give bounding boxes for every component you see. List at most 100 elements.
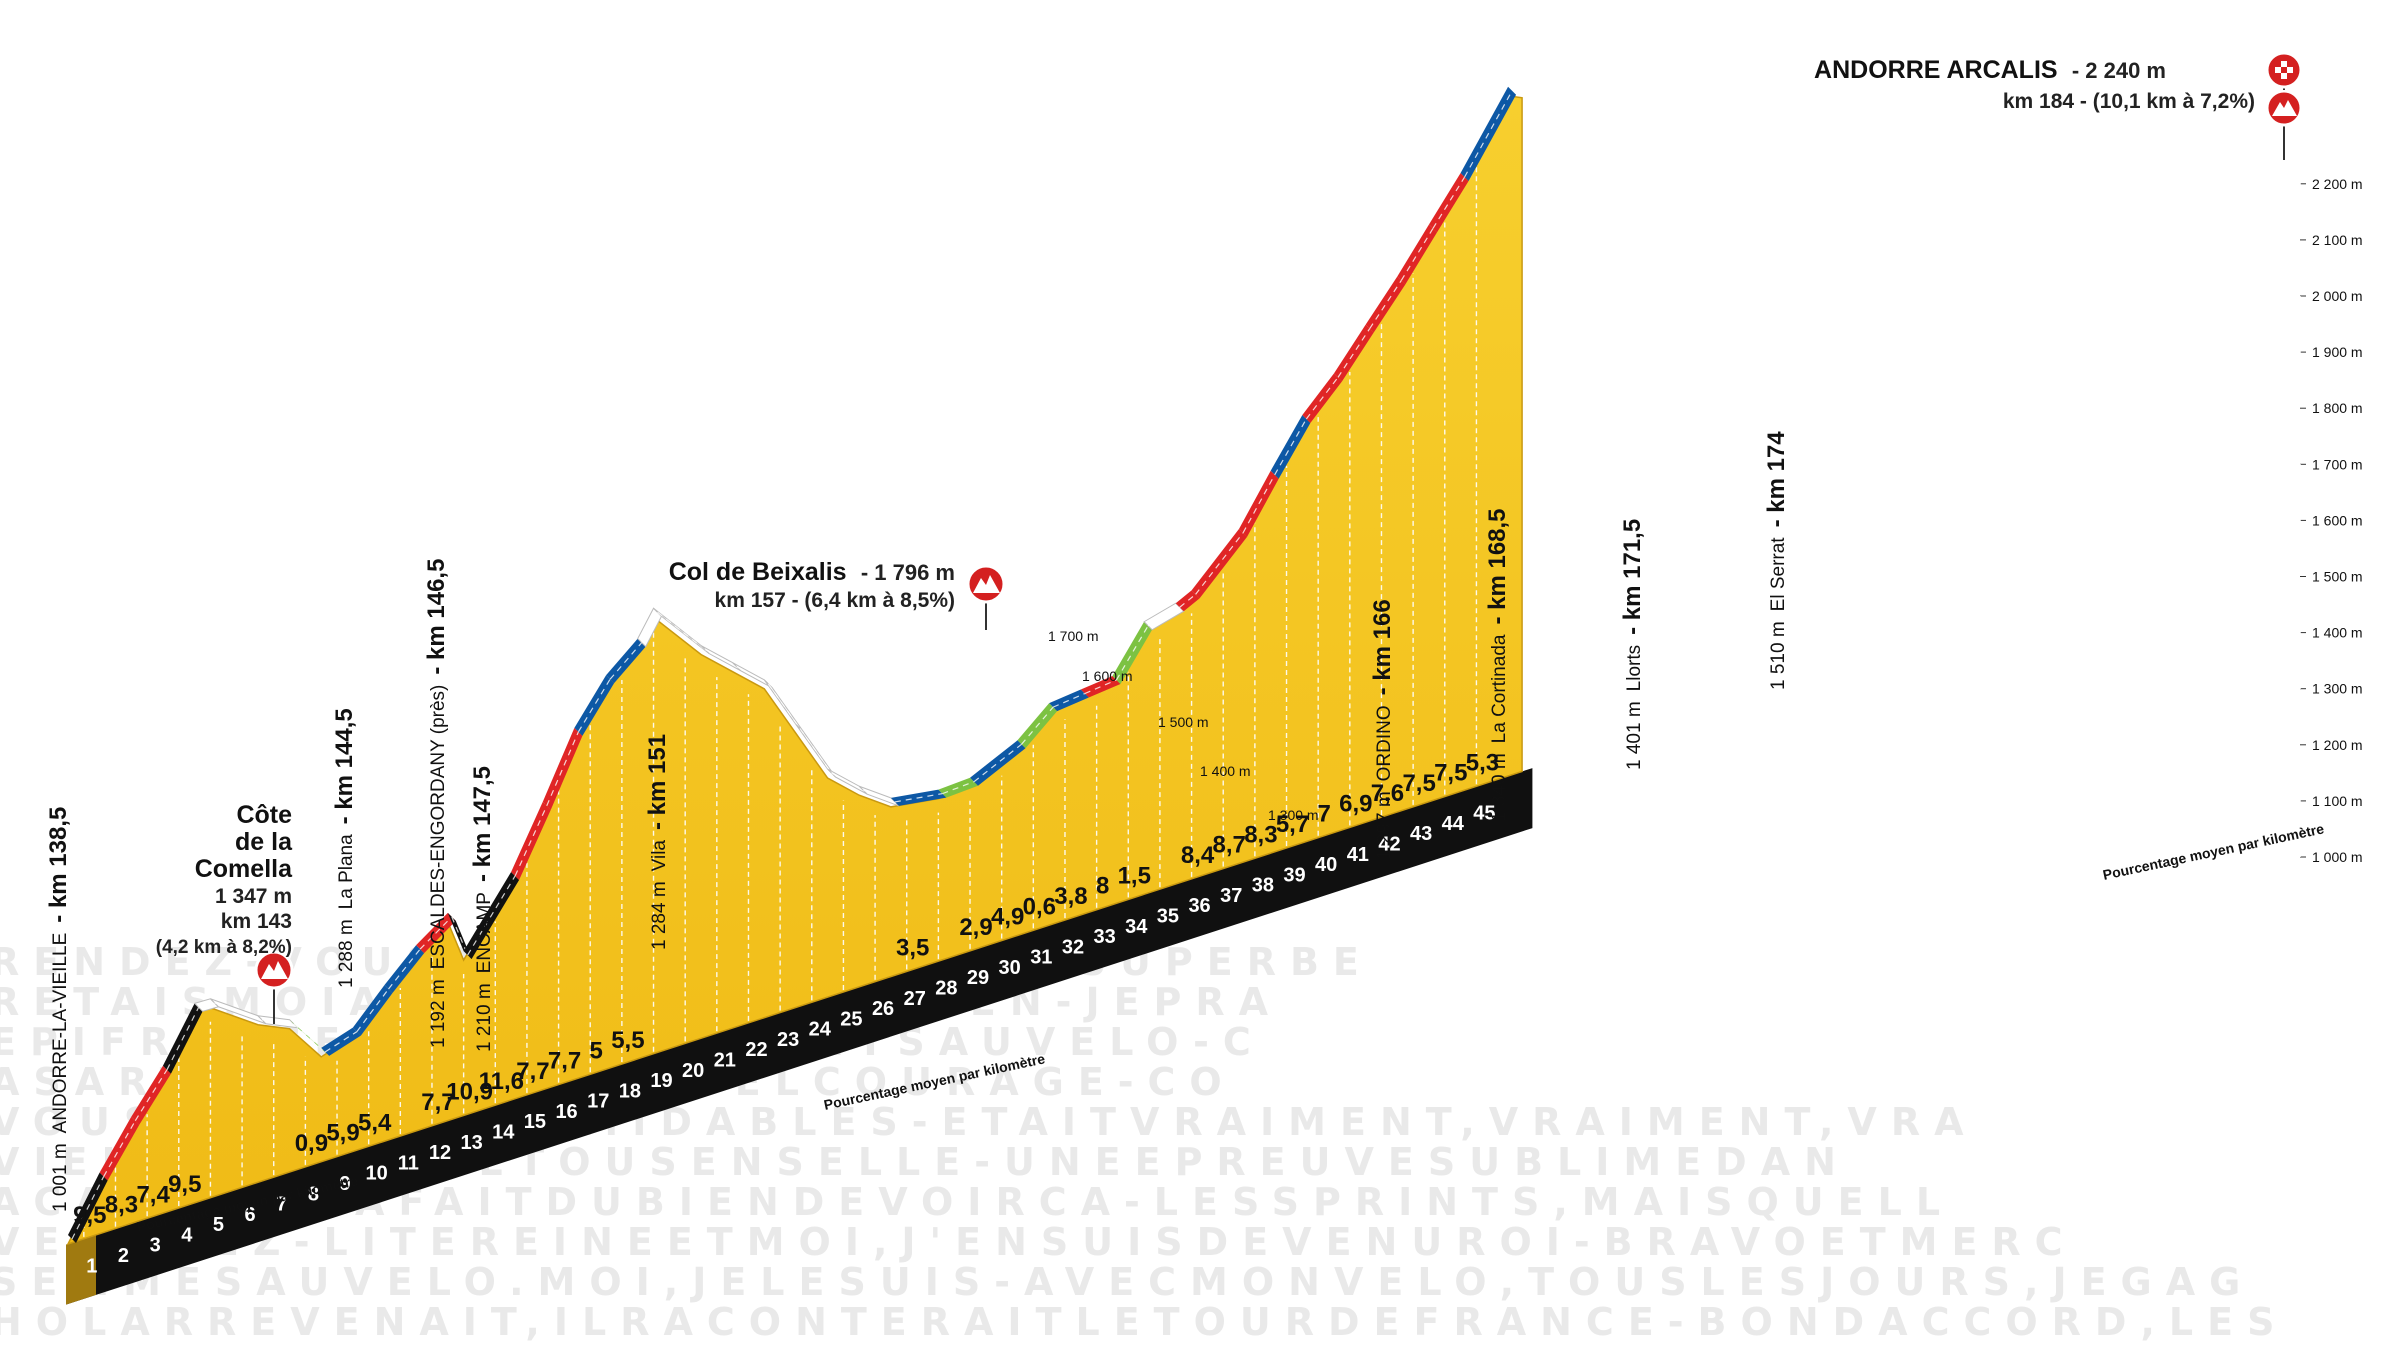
km-marker-label: 42 <box>1378 834 1400 856</box>
waypoint-label: 1 297 m ORDINO - km 166 <box>1369 599 1396 860</box>
ribbon-center-line <box>894 793 943 803</box>
km-marker-label: 4 <box>181 1224 193 1246</box>
km-marker-label: 33 <box>1094 926 1116 948</box>
altitude-tick-label: 1 600 m <box>2312 512 2363 528</box>
profile-base-slab <box>66 768 1533 1305</box>
waypoint-label: 1 210 m ENCAMP - km 147,5 <box>469 766 496 1052</box>
waypoint-name: ORDINO <box>1374 705 1395 781</box>
km-marker-label: 22 <box>745 1039 767 1061</box>
km-marker-label: 23 <box>777 1029 799 1051</box>
km-marker-label: 45 <box>1473 803 1495 825</box>
waypoint-km: - km 171,5 <box>1619 519 1646 635</box>
waypoint-name: Llorts <box>1624 645 1645 691</box>
gradient-label: 5,7 <box>1276 811 1309 838</box>
svg-text:1 510 mEl Serrat- km 174: 1 510 m El Serrat - km 174 <box>1763 431 1790 690</box>
altitude-tick-label: 1 700 m <box>2312 456 2363 472</box>
ribbon-center-line <box>419 916 453 950</box>
gradient-label: 8,3 <box>1244 821 1277 848</box>
km-marker-label: 28 <box>935 978 957 1000</box>
waypoint-altitude: 1 340 m <box>1489 753 1510 822</box>
ribbon-segment <box>1112 621 1153 684</box>
waypoint-label: 1 192 m ESCALDES-ENGORDANY (près) - km 146… <box>423 559 450 1048</box>
gradient-label: 5 <box>590 1037 603 1064</box>
km-marker-label: 17 <box>587 1091 609 1113</box>
waypoint-altitude: 1 284 m <box>649 881 670 950</box>
gradient-label: 9,5 <box>168 1171 201 1198</box>
ribbon-segment <box>1049 689 1089 712</box>
ribbon-center-line <box>1195 532 1244 595</box>
altitude-tick-label: 1 300 m <box>2312 681 2363 697</box>
ribbon-center-line <box>1305 377 1339 420</box>
altitude-tick-label: 1 400 m <box>2312 625 2363 641</box>
waypoint-km: - km 151 <box>644 734 671 830</box>
gradient-label: 5,4 <box>358 1109 392 1136</box>
waypoint-name: La Cortinada <box>1489 634 1510 743</box>
waypoint-name: ESCALDES-ENGORDANY (près) <box>428 685 449 970</box>
km-marker-label: 7 <box>276 1194 287 1216</box>
profile-inline-altitude: 1 600 m <box>1082 668 1133 684</box>
km-marker-labels: 1 2 3 4 5 6 7 8 9 10 11 12 13 14 15 16 17 18 19 20 21 22 23 24 2… <box>86 803 1495 1278</box>
ribbon-segment <box>1080 675 1121 698</box>
altitude-tick-label: 2 100 m <box>2312 232 2363 248</box>
gradient-label: 3,8 <box>1054 883 1087 910</box>
ribbon-center-line <box>546 731 579 807</box>
km-marker-label: 11 <box>398 1152 419 1174</box>
beixalis-summit-marker <box>966 564 1006 630</box>
svg-text:1 297 mORDINO- km 166: 1 297 m ORDINO - km 166 <box>1369 599 1396 860</box>
gradient-label: 1,5 <box>1118 862 1151 889</box>
km-marker-label: 2 <box>118 1245 129 1267</box>
altitude-tick-label: 1 100 m <box>2312 793 2363 809</box>
waypoint-km: - km 147,5 <box>469 766 496 882</box>
gradient-label: 7,4 <box>136 1181 170 1208</box>
ribbon-segment <box>131 1065 171 1125</box>
km-marker-label: 5 <box>213 1214 224 1236</box>
km-marker-label: 19 <box>650 1070 672 1092</box>
ribbon-center-line <box>1052 692 1086 708</box>
waypoint-labels: 1 001 m ANDORRE-LA-VIEILLE - km 138,5 1 288… <box>45 431 1790 1212</box>
profile-inline-altitudes: 1 700 m 1 600 m 1 500 m 1 400 m 1 300 m <box>1048 628 1319 823</box>
altitude-tick-label: 2 200 m <box>2312 176 2363 192</box>
comella-title-line2: de la <box>235 828 293 856</box>
beixalis-climb-title: Col de Beixalis - 1 796 m km 157 - (6,4 … <box>669 558 955 612</box>
waypoint-label: 1 001 m ANDORRE-LA-VIEILLE - km 138,5 <box>45 807 72 1212</box>
km-marker-label: 29 <box>967 967 989 989</box>
altitude-tick-label: 1 000 m <box>2312 849 2363 865</box>
km-marker-label: 9 <box>339 1173 350 1195</box>
base-slab-side <box>66 1234 96 1305</box>
km-marker-label: 3 <box>150 1235 161 1257</box>
km-marker-label: 40 <box>1315 854 1337 876</box>
km-marker-label: 31 <box>1030 947 1052 969</box>
waypoint-km: - km 146,5 <box>423 559 450 675</box>
gradient-label: 5,5 <box>611 1027 644 1054</box>
comella-title-line3: Comella <box>195 855 293 883</box>
gradient-label: 9,5 <box>73 1202 106 1229</box>
waypoint-altitude: 1 210 m <box>474 983 495 1052</box>
ribbon-center-line <box>863 789 896 803</box>
gradient-label: 0,9 <box>295 1130 328 1157</box>
km-marker-label: 27 <box>904 988 926 1010</box>
waypoint-altitude: 1 297 m <box>1374 791 1395 860</box>
waypoint-label: 1 510 m El Serrat - km 174 <box>1763 431 1790 690</box>
waypoint-altitude: 1 001 m <box>50 1143 71 1212</box>
svg-text:1 401 mLlorts- km 171,5: 1 401 m Llorts - km 171,5 <box>1619 519 1646 770</box>
comella-summit-marker <box>254 950 294 1024</box>
gradient-label: 0,6 <box>1023 893 1056 920</box>
waypoint-altitude: 1 510 m <box>1768 621 1789 690</box>
waypoint-label: 1 288 m La Plana - km 144,5 <box>331 708 358 988</box>
ribbon-center-line <box>467 875 516 956</box>
ribbon-center-line <box>1021 706 1054 745</box>
ribbon-segment <box>574 675 615 736</box>
km-marker-label: 26 <box>872 998 894 1020</box>
ribbon-segment <box>1270 414 1311 479</box>
ribbon-center-line <box>767 683 801 729</box>
altitude-tick-label: 1 900 m <box>2312 344 2363 360</box>
profile-inline-altitude: 1 500 m <box>1158 714 1209 730</box>
km-marker-label: 21 <box>714 1050 736 1072</box>
ribbon-segment <box>1428 173 1469 233</box>
profile-inline-altitude: 1 300 m <box>1268 807 1319 823</box>
gradient-label: 2,9 <box>959 914 992 941</box>
ribbon-center-line <box>641 611 659 643</box>
ribbon-center-line <box>514 805 548 877</box>
km-marker-label: 18 <box>619 1080 641 1102</box>
waypoint-altitude: 1 192 m <box>428 979 449 1048</box>
